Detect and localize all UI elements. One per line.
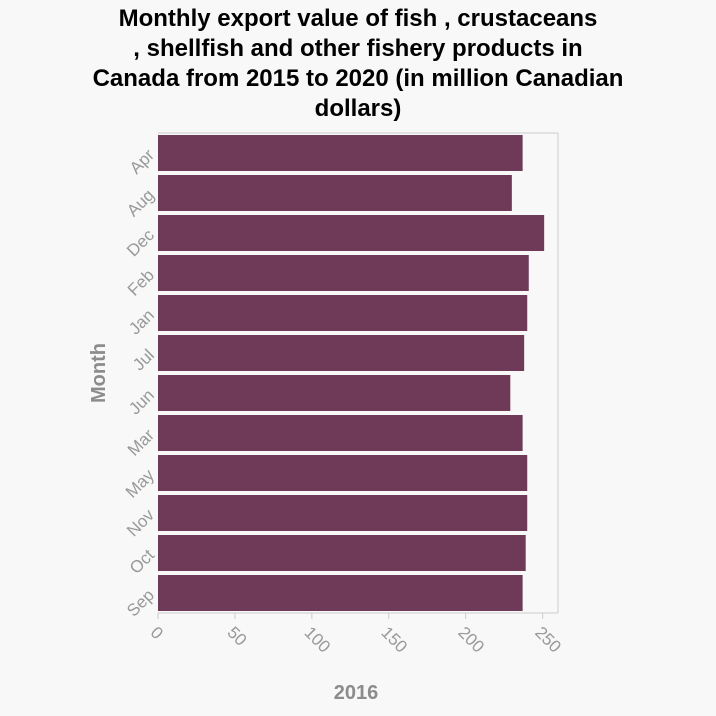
bar bbox=[158, 255, 529, 291]
y-tick-label: Jul bbox=[129, 346, 158, 375]
bar bbox=[158, 535, 526, 571]
x-axis-title: 2016 bbox=[334, 682, 379, 704]
title-line: Monthly export value of fish , crustacea… bbox=[118, 5, 598, 32]
y-tick-label: Feb bbox=[124, 266, 158, 300]
bar bbox=[158, 495, 528, 531]
x-tick-label: 100 bbox=[301, 623, 334, 656]
bar bbox=[158, 215, 545, 251]
bar bbox=[158, 455, 528, 491]
bar bbox=[158, 295, 528, 331]
y-axis-title: Month bbox=[88, 343, 110, 403]
title-line: dollars) bbox=[314, 95, 402, 122]
y-tick-label: Jun bbox=[125, 386, 158, 419]
x-tick-label: 150 bbox=[377, 623, 410, 656]
y-tick-label: Mar bbox=[124, 425, 158, 459]
y-tick-label: Sep bbox=[123, 586, 158, 621]
x-tick-label: 200 bbox=[454, 623, 487, 656]
bar bbox=[158, 335, 525, 371]
y-tick-label: May bbox=[122, 465, 158, 501]
chart-title: Monthly export value of fish , crustacea… bbox=[0, 4, 716, 124]
y-tick-label: Dec bbox=[123, 225, 158, 260]
x-tick-label: 250 bbox=[531, 623, 564, 656]
bar bbox=[158, 415, 523, 451]
x-tick-labels: 0 50 100 150 200 250 bbox=[147, 613, 565, 656]
bar bbox=[158, 175, 512, 211]
bar bbox=[158, 575, 523, 611]
x-tick-label: 0 bbox=[147, 623, 167, 643]
title-line: , shellfish and other fishery products i… bbox=[133, 35, 583, 62]
x-tick-label: 50 bbox=[224, 623, 251, 650]
bar bbox=[158, 375, 511, 411]
bars-group bbox=[158, 135, 545, 611]
y-tick-label: Nov bbox=[123, 505, 158, 540]
y-tick-labels: Apr Aug Dec Feb Jan Jul Jun Mar May Nov Oct Sep bbox=[122, 145, 159, 620]
y-tick-label: Aug bbox=[123, 186, 158, 221]
y-tick-label: Oct bbox=[126, 545, 158, 577]
y-tick-label: Apr bbox=[126, 145, 158, 177]
bar bbox=[158, 135, 523, 171]
title-line: Canada from 2015 to 2020 (in million Can… bbox=[92, 65, 624, 92]
y-tick-label: Jan bbox=[125, 306, 158, 339]
plot-frame bbox=[158, 132, 559, 614]
